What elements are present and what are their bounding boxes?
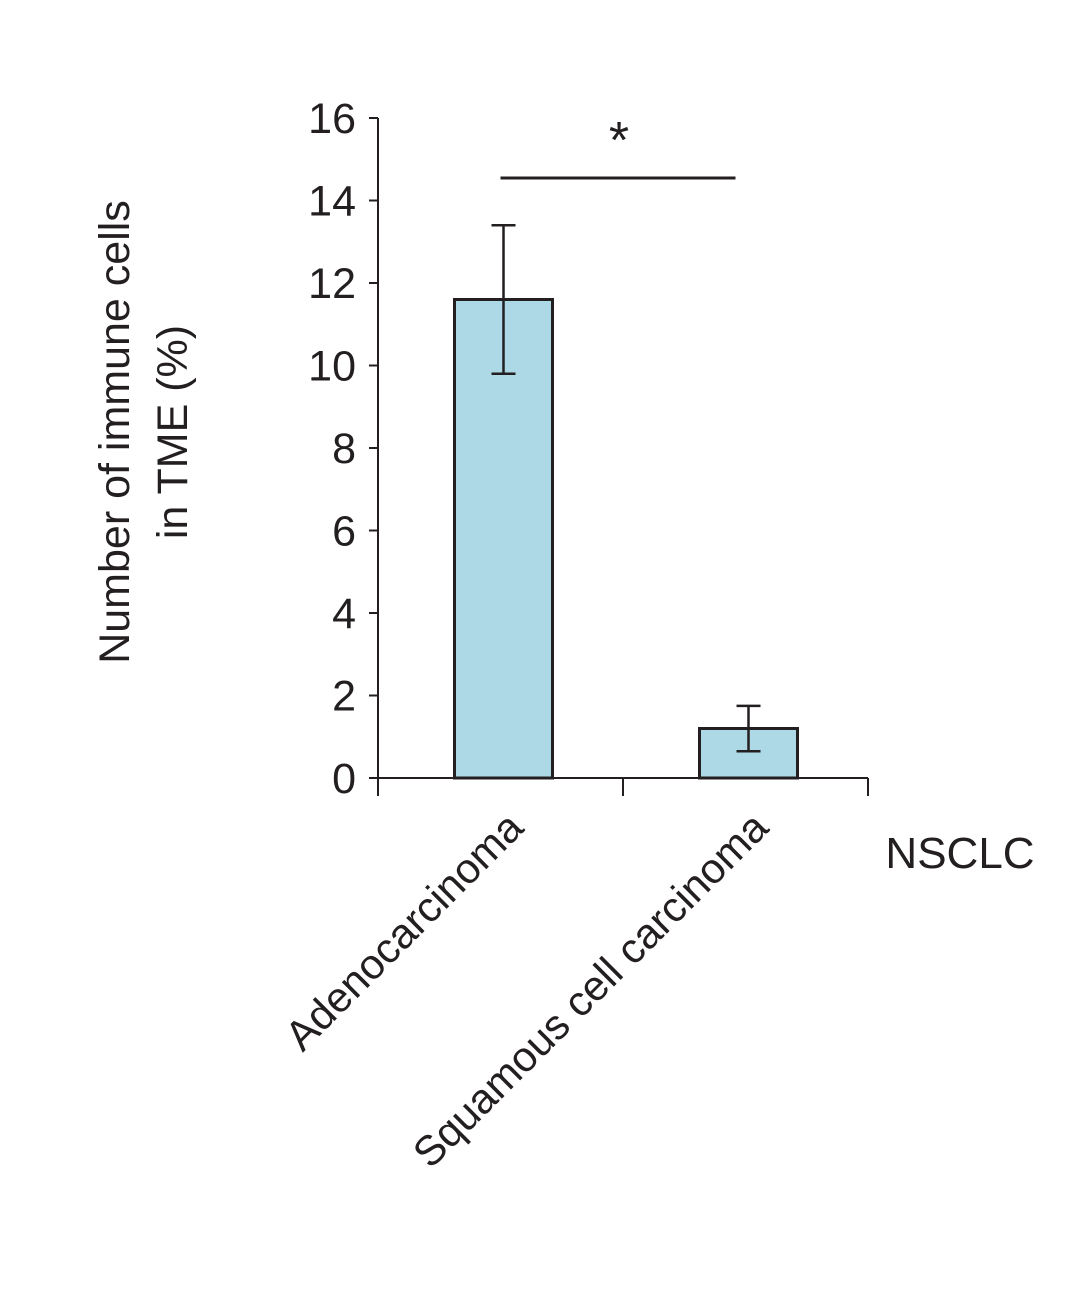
significance-star: * [609, 112, 629, 170]
bar-adenocarcinoma [453, 298, 554, 780]
x-category-label: Adenocarcinoma [276, 803, 533, 1060]
y-tick-label: 10 [308, 343, 356, 391]
y-tick-label: 14 [308, 178, 356, 226]
bars [453, 298, 799, 780]
x-axis-title: NSCLC [885, 829, 1034, 878]
axis-titles: NSCLC Number of immune cells in TME (%) [91, 200, 1035, 878]
y-tick-label: 0 [332, 755, 356, 803]
y-tick-label: 4 [332, 590, 356, 638]
y-tick-label: 12 [308, 260, 356, 308]
y-tick-label: 6 [332, 508, 356, 556]
y-tick-label: 8 [332, 425, 356, 473]
bar-squamous-cell-carcinoma [698, 727, 799, 780]
y-axis-title-line: Number of immune cells [91, 200, 139, 664]
y-axis: 0 2 4 6 8 10 12 14 16 [308, 95, 379, 803]
error-bars [491, 224, 761, 753]
y-tick-label: 2 [332, 673, 356, 721]
y-tick-label: 16 [308, 95, 356, 143]
y-axis-title-line: in TME (%) [149, 325, 197, 539]
significance-annotation: * [500, 112, 736, 180]
